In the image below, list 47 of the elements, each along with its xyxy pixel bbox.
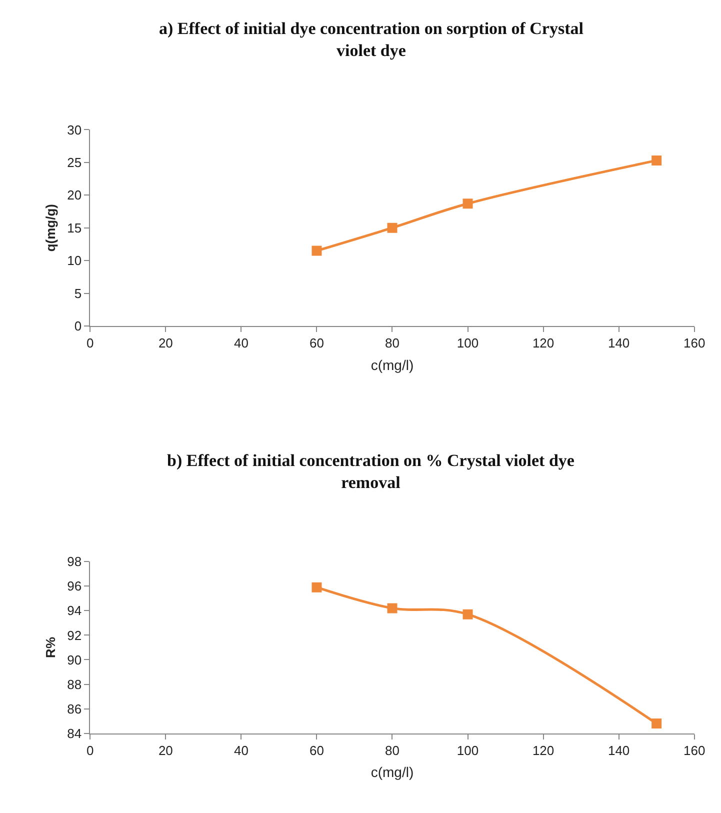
y-tick-label: 5 (74, 286, 82, 301)
y-tick-label: 88 (67, 676, 82, 692)
y-tick-label: 10 (67, 253, 82, 268)
x-axis-title: c(mg/l) (370, 764, 414, 780)
point (387, 222, 398, 233)
y-tick-label: 86 (67, 701, 82, 716)
point (462, 609, 473, 620)
y-axis-title: q(mg/g) (43, 204, 58, 252)
x-tick-label: 120 (532, 336, 554, 351)
x-tick-label: 140 (608, 742, 630, 758)
y-tick-label: 90 (67, 652, 82, 668)
point (387, 603, 398, 614)
x-tick-label: 100 (456, 336, 479, 351)
y-tick-label: 30 (67, 122, 82, 138)
y-tick-label: 20 (67, 188, 82, 203)
point (652, 718, 662, 729)
y-tick-label: 92 (67, 628, 82, 643)
chart-title: b) Effect of initial concentration on % Crystal violet dye removal (167, 451, 575, 492)
y-tick-label: 25 (67, 154, 82, 170)
x-tick-label: 20 (158, 742, 173, 758)
x-tick-label: 60 (309, 742, 324, 758)
y-axis-title: R% (43, 636, 58, 658)
y-tick-label: 15 (67, 220, 82, 236)
point (462, 198, 473, 209)
point (312, 246, 322, 256)
x-tick-label: 160 (683, 336, 706, 351)
x-tick-label: 80 (385, 742, 400, 758)
x-tick-label: 0 (86, 336, 94, 351)
y-tick-label: 98 (67, 554, 82, 570)
y-tick-label: 94 (67, 603, 82, 618)
x-axis-title: c(mg/l) (370, 356, 414, 373)
point (652, 155, 662, 166)
x-tick-label: 80 (385, 336, 400, 351)
x-tick-label: 40 (234, 742, 248, 758)
x-tick-label: 20 (158, 336, 173, 351)
y-tick-label: 0 (74, 318, 82, 334)
x-tick-label: 60 (309, 336, 324, 351)
y-tick-label: 96 (67, 578, 82, 594)
chart-title: a) Effect of initial dye concentration on sorption of Crystal violet dye (159, 19, 584, 60)
point (312, 582, 322, 592)
x-tick-label: 160 (683, 742, 706, 758)
y-tick-label: 84 (67, 726, 82, 741)
x-tick-label: 0 (86, 742, 94, 758)
x-tick-label: 40 (234, 336, 248, 351)
x-tick-label: 140 (608, 336, 630, 351)
x-tick-label: 120 (532, 742, 554, 758)
x-tick-label: 100 (456, 742, 479, 758)
